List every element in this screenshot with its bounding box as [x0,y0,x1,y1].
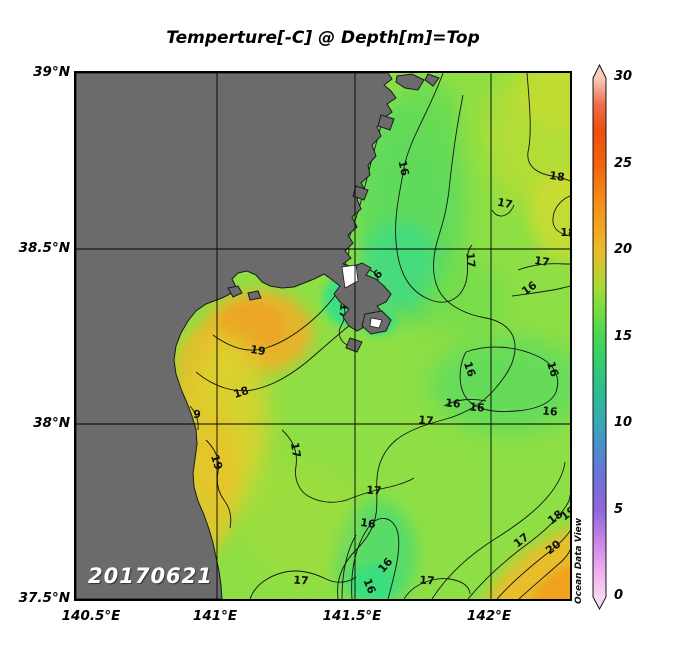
date-label: 20170621 [88,564,213,588]
colorbar-down-arrow [593,597,606,609]
contour-value-label: 16 [396,159,412,177]
colorbar-tick-label: 0 [614,588,624,603]
contour-value-label: 17 [293,573,309,587]
contour-value-label: 17 [463,252,477,268]
no-data-patches [341,264,383,329]
mainland [76,73,397,599]
y-axis-tick-label: 39°N [33,64,70,80]
contour-value-label: 17 [418,413,434,427]
colorbar-tick-label: 5 [614,502,624,517]
contour-value-label: 16 [544,360,561,379]
y-axis-tick-label: 37.5°N [18,590,70,606]
colorbar-tick-label: 30 [614,69,633,84]
island [424,73,440,87]
contour-value-label: 17 [496,196,514,212]
grid-lines [76,73,570,599]
x-axis-tick-label: 141°E [192,608,238,624]
colorbar-tick-label: 20 [614,242,633,257]
contour-value-label: 18 [548,169,565,184]
contour-value-label: 19 [208,453,225,472]
contour-value-label: 16 [361,577,379,596]
x-axis-tick-label: 142°E [466,608,512,624]
contour-value-label: 18 [560,226,570,239]
colorbar-tick-label: 25 [614,156,633,171]
contour-value-label: 16 [359,516,376,531]
colorbar-tick-label: 15 [614,329,633,344]
contour-value-label: 17 [419,573,435,587]
map-canvas: 1618171816161717161719189191716161616161… [76,73,570,599]
contour-value-label: 18 [232,384,251,401]
odv-watermark: Ocean Data View [574,517,584,604]
plot-title: Temperture[-C] @ Depth[m]=Top [166,28,480,48]
colorbar-gradient [593,78,606,597]
contour-value-label: 16 [469,400,486,414]
contour-value-label: 19 [558,504,570,524]
contour-value-label: 16 [445,396,462,410]
island [247,290,262,301]
landmass [76,73,440,599]
colorbar [590,60,654,616]
island [345,337,363,353]
y-axis-tick-label: 38°N [33,415,70,431]
contour-lines [189,73,570,599]
colorbar-outline [592,63,607,610]
colorbar-canvas [592,63,607,610]
contour-value-label: 17 [533,254,550,269]
contour-labels: 1618171816161717161719189191716161616161… [193,159,570,596]
x-axis-tick-label: 140.5°E [61,608,121,624]
island [377,114,395,131]
y-axis-tick-label: 38.5°N [18,240,70,256]
island [352,185,369,201]
x-axis-tick-label: 141.5°E [322,608,382,624]
island [227,285,243,298]
contour-value-label: 19 [249,343,266,358]
contour-value-label: 9 [193,408,202,422]
contour-value-label: 16 [461,360,478,379]
contour-value-label: 17 [288,441,303,458]
colorbar-up-arrow [593,65,606,78]
island [395,73,425,91]
contour-value-label: 17 [366,484,382,498]
contour-value-label: 16 [542,404,559,418]
map-panel: 1618171816161717161719189191716161616161… [74,71,572,601]
colorbar-tick-label: 10 [614,415,633,430]
